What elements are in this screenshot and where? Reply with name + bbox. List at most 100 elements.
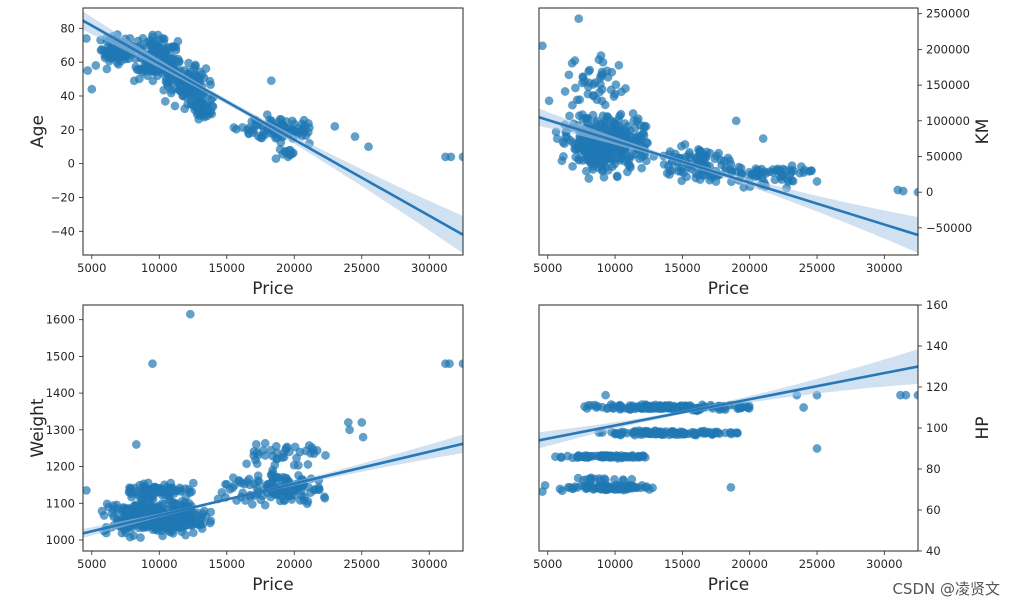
scatter-point (677, 163, 687, 173)
scatter-point (242, 459, 252, 469)
scatter-point (197, 513, 207, 522)
scatter-point (676, 141, 686, 151)
x-axis-label: Price (708, 575, 749, 595)
scatter-point (271, 441, 281, 451)
x-tick-label: 20000 (276, 261, 313, 275)
y-axis-label: HP (973, 416, 993, 439)
scatter-point (299, 115, 309, 125)
scatter-point (574, 14, 584, 24)
scatter-point (292, 453, 301, 463)
scatter-point (693, 170, 703, 180)
scatter-point (608, 154, 617, 164)
scatter-point (544, 96, 554, 106)
scatter-point (606, 85, 616, 95)
scatter-point (187, 519, 197, 529)
scatter-point (155, 516, 165, 526)
plot-area-hp (539, 349, 918, 497)
scatter-point (564, 70, 574, 80)
y-tick-label: 140 (926, 339, 948, 353)
scatter-point (587, 152, 597, 162)
scatter-point (567, 484, 577, 494)
scatter-point (181, 515, 190, 525)
x-tick-label: 10000 (597, 557, 634, 571)
scatter-point (345, 425, 355, 435)
scatter-point (581, 113, 591, 123)
scatter-point (160, 96, 170, 106)
scatter-point (260, 438, 270, 448)
scatter-point (170, 101, 180, 111)
scatter-point (225, 484, 235, 494)
y-tick-label: 20 (60, 123, 75, 137)
y-axis-label: Age (28, 115, 48, 148)
scatter-point (812, 444, 822, 453)
scatter-point (596, 484, 606, 494)
x-axis-label: Price (708, 279, 749, 299)
panel-hp: 5000 10000 15000 20000 25000 30000 40 60 80 100 12… (533, 298, 993, 595)
scatter-point (725, 156, 735, 166)
x-tick-label: 15000 (664, 261, 701, 275)
scatter-point (785, 171, 795, 181)
scatter-point (260, 500, 270, 510)
scatter-point (295, 495, 305, 505)
scatter-point (624, 154, 634, 164)
scatter-point (758, 134, 768, 144)
scatter-point (617, 148, 627, 157)
scatter-point (799, 165, 809, 175)
confidence-band (83, 11, 463, 254)
scatter-point (350, 132, 360, 142)
x-tick-label: 15000 (664, 557, 701, 571)
scatter-point (568, 138, 578, 148)
x-tick-label: 20000 (731, 557, 768, 571)
scatter-point (165, 43, 175, 53)
scatter-point (174, 57, 184, 67)
scatter-point (147, 64, 157, 74)
scatter-point (665, 170, 674, 180)
scatter-point (540, 480, 550, 490)
scatter-point (596, 475, 606, 485)
y-tick-label: 200000 (926, 42, 970, 56)
scatter-point (616, 429, 626, 439)
scatter-point (306, 488, 316, 498)
scatter-point (181, 530, 191, 540)
panel-weight: 5000 10000 15000 20000 25000 30000 1000 1100 120… (28, 304, 464, 595)
scatter-point (133, 36, 143, 46)
scatter-point (622, 452, 632, 462)
confidence-band (539, 108, 918, 253)
plot-area-age (83, 11, 463, 254)
scatter-point (279, 452, 289, 462)
scatter-point (150, 47, 160, 57)
regression-line (83, 19, 463, 236)
scatter-point (568, 161, 578, 171)
y-tick-label: 0 (68, 157, 75, 171)
y-tick-label: 1500 (46, 349, 75, 363)
scatter-point (91, 61, 101, 70)
scatter-point (557, 156, 567, 166)
scatter-point (560, 87, 570, 96)
scatter-point (584, 174, 594, 183)
regression-line (539, 115, 918, 237)
scatter-point (621, 403, 631, 413)
scatter-point (695, 147, 704, 157)
scatter-point (685, 147, 694, 157)
scatter-point (601, 390, 611, 400)
y-tick-label: 1300 (46, 423, 75, 437)
x-tick-label: 15000 (208, 261, 245, 275)
watermark: CSDN @凌贤文 (892, 580, 1000, 598)
scatter-point (601, 452, 610, 462)
y-tick-label: 40 (926, 544, 941, 558)
scatter-point (105, 47, 115, 57)
scatter-point (714, 148, 724, 158)
scatter-point (134, 74, 144, 84)
scatter-point (229, 123, 239, 133)
scatter-point (245, 480, 255, 490)
y-tick-label: 1000 (46, 533, 75, 547)
scatter-point (570, 56, 580, 66)
y-tick-label: 120 (926, 380, 948, 394)
x-tick-label: 10000 (597, 261, 634, 275)
y-tick-label: 100000 (926, 114, 970, 128)
scatter-point (83, 485, 91, 495)
scatter-point (148, 30, 158, 40)
scatter-point (550, 452, 560, 462)
scatter-point (614, 60, 624, 70)
y-tick-label: 60 (60, 55, 75, 69)
